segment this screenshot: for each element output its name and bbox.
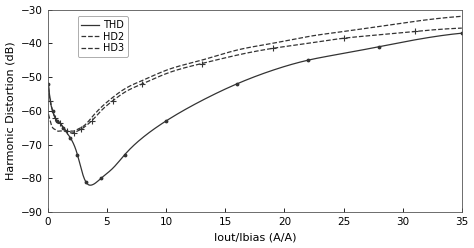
HD2 [46, 113, 51, 116]
Legend: THD, HD2, HD3: THD, HD2, HD3 [78, 16, 128, 57]
THD [87, 184, 93, 187]
THD [47, 96, 53, 99]
HD2 [293, 37, 299, 40]
HD3 [292, 44, 297, 47]
HD2 [459, 15, 465, 18]
HD2 [55, 130, 61, 133]
Line: THD: THD [48, 33, 462, 185]
THD [46, 82, 51, 85]
HD3 [293, 43, 299, 46]
THD [395, 41, 401, 44]
THD [293, 62, 299, 65]
HD3 [69, 131, 75, 134]
HD3 [47, 97, 53, 100]
HD2 [422, 19, 428, 22]
THD [422, 37, 428, 40]
HD2 [47, 118, 53, 121]
X-axis label: Iout/Ibias (A/A): Iout/Ibias (A/A) [214, 232, 296, 243]
HD3 [395, 31, 401, 34]
THD [459, 32, 465, 35]
HD3 [46, 86, 51, 89]
HD3 [300, 43, 306, 46]
HD3 [422, 29, 428, 32]
Y-axis label: Harmonic Distortion (dB): Harmonic Distortion (dB) [6, 41, 16, 180]
THD [300, 60, 306, 63]
HD2 [292, 37, 297, 40]
HD2 [395, 22, 401, 25]
THD [292, 62, 297, 65]
HD2 [300, 36, 306, 39]
Line: HD2: HD2 [48, 16, 462, 131]
Line: HD3: HD3 [48, 28, 462, 133]
HD3 [459, 27, 465, 30]
